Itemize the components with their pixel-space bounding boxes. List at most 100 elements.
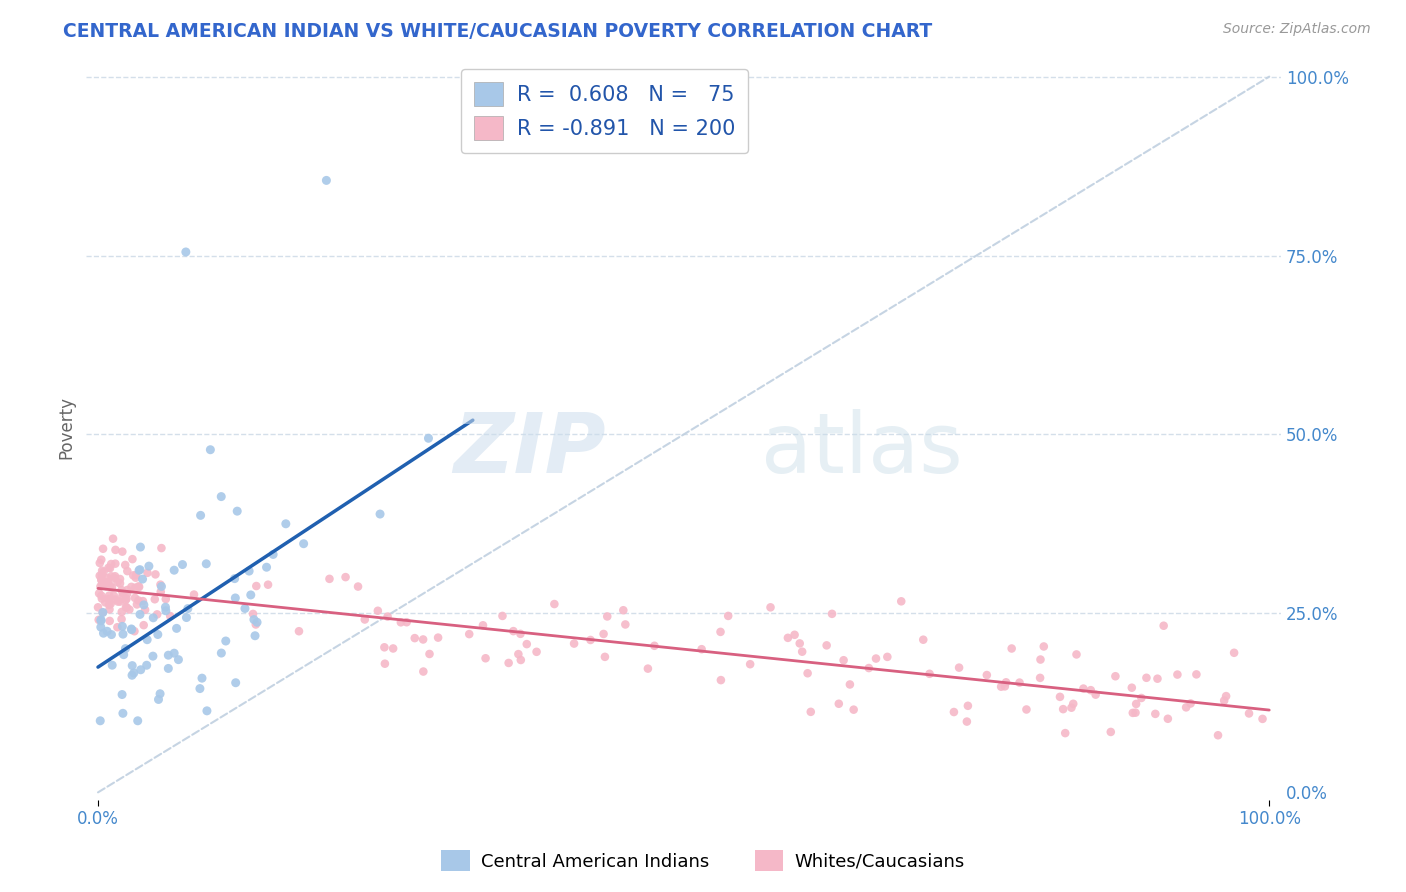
Point	[183, 588, 205, 602]
Point	[1052, 702, 1074, 716]
Point	[1029, 671, 1052, 685]
Point	[458, 627, 481, 641]
Point	[89, 714, 111, 728]
Point	[1175, 700, 1198, 714]
Point	[128, 563, 150, 577]
Point	[100, 627, 122, 641]
Point	[509, 653, 531, 667]
Point	[508, 647, 530, 661]
Point	[91, 606, 114, 620]
Point	[124, 624, 146, 639]
Point	[111, 586, 134, 600]
Point	[224, 591, 246, 605]
Point	[108, 572, 131, 586]
Point	[858, 661, 880, 675]
Point	[1130, 690, 1153, 705]
Point	[995, 675, 1018, 690]
Point	[114, 558, 136, 572]
Point	[111, 544, 134, 558]
Point	[101, 532, 124, 546]
Point	[1054, 726, 1077, 740]
Point	[136, 632, 159, 647]
Point	[111, 619, 134, 633]
Point	[1122, 706, 1144, 720]
Point	[90, 589, 112, 603]
Point	[97, 571, 120, 585]
Point	[614, 617, 637, 632]
Point	[120, 622, 142, 636]
Point	[288, 624, 311, 639]
Point	[155, 592, 177, 607]
Point	[104, 542, 127, 557]
Point	[146, 607, 169, 622]
Point	[418, 647, 440, 661]
Point	[1251, 712, 1274, 726]
Point	[89, 568, 111, 582]
Point	[472, 618, 495, 632]
Point	[163, 563, 186, 577]
Point	[912, 632, 935, 647]
Point	[122, 568, 145, 582]
Point	[740, 657, 762, 672]
Point	[163, 646, 186, 660]
Point	[245, 579, 267, 593]
Point	[96, 575, 118, 590]
Point	[100, 597, 122, 611]
Point	[142, 649, 165, 664]
Text: CENTRAL AMERICAN INDIAN VS WHITE/CAUCASIAN POVERTY CORRELATION CHART: CENTRAL AMERICAN INDIAN VS WHITE/CAUCASI…	[63, 22, 932, 41]
Point	[491, 609, 513, 624]
Point	[155, 604, 177, 618]
Point	[97, 575, 120, 590]
Point	[257, 577, 280, 591]
Point	[1032, 640, 1054, 654]
Point	[91, 577, 114, 591]
Point	[128, 580, 150, 594]
Point	[404, 631, 426, 645]
Point	[593, 649, 616, 664]
Point	[104, 571, 127, 585]
Point	[412, 665, 434, 679]
Point	[90, 552, 112, 566]
Point	[828, 697, 851, 711]
Point	[122, 665, 145, 680]
Point	[115, 587, 138, 601]
Point	[91, 564, 114, 578]
Point	[246, 615, 269, 630]
Point	[368, 507, 391, 521]
Point	[842, 703, 865, 717]
Point	[315, 173, 337, 187]
Point	[238, 564, 260, 578]
Point	[353, 613, 375, 627]
Point	[1008, 675, 1031, 690]
Point	[128, 579, 150, 593]
Point	[245, 617, 267, 632]
Text: ZIP: ZIP	[453, 409, 606, 491]
Point	[121, 658, 143, 673]
Point	[377, 609, 399, 624]
Point	[100, 557, 122, 571]
Point	[474, 651, 496, 665]
Point	[209, 646, 232, 660]
Point	[776, 631, 799, 645]
Point	[115, 600, 138, 615]
Point	[876, 649, 898, 664]
Point	[93, 565, 115, 579]
Point	[93, 626, 115, 640]
Point	[1146, 672, 1168, 686]
Legend: Central American Indians, Whites/Caucasians: Central American Indians, Whites/Caucasi…	[434, 843, 972, 879]
Point	[509, 627, 531, 641]
Point	[110, 582, 132, 597]
Point	[1015, 702, 1038, 716]
Point	[111, 706, 134, 721]
Point	[1121, 681, 1143, 695]
Point	[209, 490, 232, 504]
Point	[150, 541, 173, 555]
Point	[318, 572, 340, 586]
Point	[136, 566, 159, 580]
Point	[1223, 646, 1246, 660]
Point	[138, 559, 160, 574]
Point	[97, 592, 120, 607]
Point	[132, 618, 155, 632]
Point	[1080, 683, 1102, 698]
Point	[1215, 689, 1237, 703]
